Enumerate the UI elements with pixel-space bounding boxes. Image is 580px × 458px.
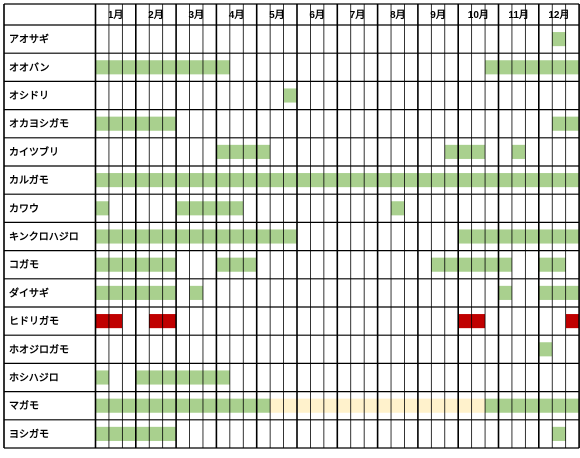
month-header: 1月 2月 3月 4月 5月 6月 7月 8月 9月 10月 11月 12月 [108,9,570,21]
bar-present [95,229,297,244]
month-label: 8月 [390,9,406,21]
species-label: オカヨシガモ [9,117,69,130]
month-label: 6月 [309,9,325,21]
species-label: ヒドリガモ [9,315,59,328]
bar-present [538,342,553,357]
month-label: 2月 [148,9,164,21]
bar-peak [565,314,580,329]
bar-present [95,398,271,413]
bar-present [552,32,566,47]
species-label: カルガモ [9,174,49,187]
species-label: カワウ [9,203,39,215]
bar-present [458,229,580,244]
month-label: 3月 [188,9,204,21]
bar-present [498,285,512,300]
bar-present [485,398,580,413]
bar-present [176,201,244,216]
month-label: 9月 [430,9,446,21]
bar-present [444,144,486,159]
bar-present [189,285,203,300]
species-label: マガモ [9,399,39,412]
species-label: キンクロハジロ [9,231,79,243]
bar-present [485,60,580,75]
species-label: オオバン [9,62,50,74]
bar-present [283,88,297,103]
species-label: ホオジロガモ [9,343,69,356]
bar-present [135,370,230,385]
species-label: コガモ [9,258,39,271]
bar-present [552,426,566,441]
species-label: アオサギ [9,33,49,46]
bar-present [95,201,109,216]
month-label: 10月 [468,9,489,21]
month-label: 5月 [269,9,285,21]
bar-present [95,370,109,385]
bar-present [216,257,257,272]
bar-present [538,285,580,300]
month-label: 1月 [108,9,124,21]
grid-layer [3,3,580,449]
species-label: ダイサギ [9,286,49,299]
species-label: カイツブリ [9,145,59,158]
bar-present [391,201,405,216]
species-labels: アオサギオオバンオシドリオカヨシガモカイツブリカルガモカワウキンクロハジロコガモ… [9,33,79,441]
month-label: 7月 [350,9,366,21]
species-label: ホシハジロ [9,372,59,384]
month-label: 12月 [548,9,569,21]
month-label: 4月 [229,9,245,21]
species-label: ヨシガモ [9,427,49,440]
species-label: オシドリ [9,90,49,102]
month-label: 11月 [508,9,529,21]
bar-present [511,144,526,159]
